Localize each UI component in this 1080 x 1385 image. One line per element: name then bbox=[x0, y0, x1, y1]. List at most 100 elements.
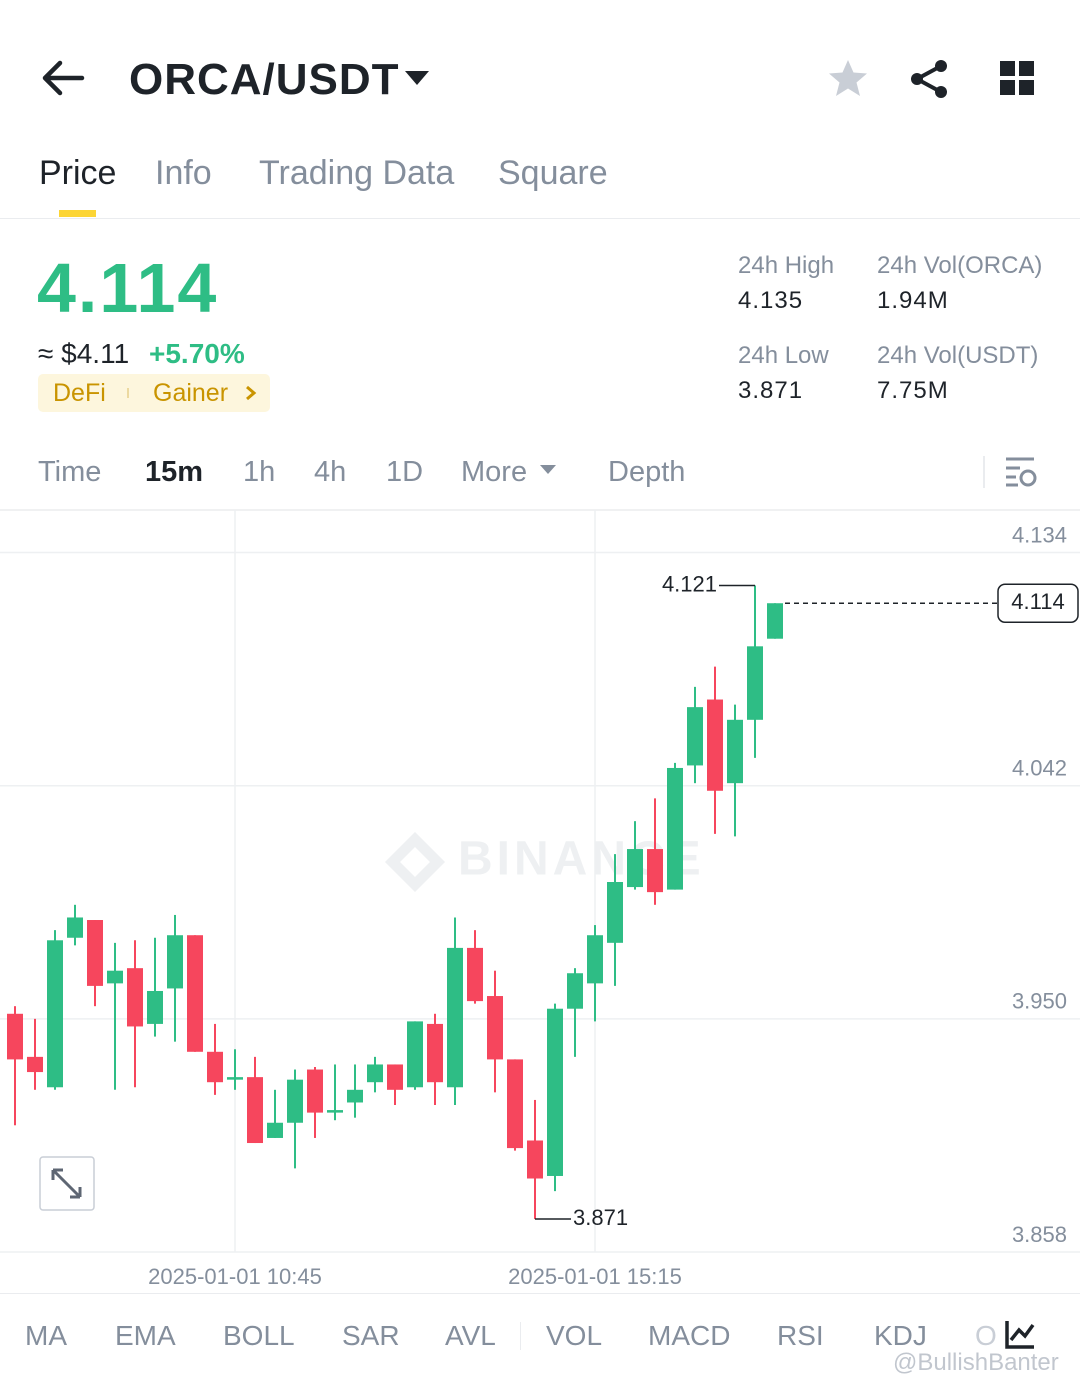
candle-body bbox=[587, 935, 603, 984]
separator bbox=[520, 1322, 521, 1350]
stat-label: 24h Vol(USDT) bbox=[877, 342, 1039, 369]
indicator[interactable]: O bbox=[975, 1320, 997, 1351]
indicator[interactable]: AVL bbox=[445, 1320, 496, 1351]
divider bbox=[0, 218, 1080, 219]
indicator[interactable]: SAR bbox=[342, 1320, 400, 1351]
indicator[interactable]: BOLL bbox=[223, 1320, 295, 1351]
divider bbox=[0, 509, 1080, 511]
indicator[interactable]: EMA bbox=[115, 1320, 176, 1351]
price-change: +5.70% bbox=[149, 338, 245, 369]
interval[interactable]: More bbox=[461, 456, 528, 488]
candle-body bbox=[427, 1023, 443, 1083]
indicator[interactable]: RSI bbox=[777, 1320, 824, 1351]
stat-value: 3.871 bbox=[738, 377, 804, 404]
candle-body bbox=[507, 1059, 523, 1149]
back-button[interactable] bbox=[40, 58, 86, 98]
candle-body bbox=[647, 849, 663, 893]
candle-body bbox=[447, 947, 463, 1088]
current-price-box bbox=[997, 583, 1079, 623]
chart-watermark-logo bbox=[385, 832, 445, 892]
current-price-label: 4.114 bbox=[1011, 589, 1064, 614]
candle-body bbox=[527, 1140, 543, 1179]
candle-body bbox=[47, 940, 63, 1088]
candle-body bbox=[27, 1056, 43, 1073]
watermark: @BullishBanter bbox=[893, 1349, 1059, 1376]
candle-body bbox=[747, 646, 763, 720]
layout-icon[interactable] bbox=[1000, 61, 1036, 97]
candle-body bbox=[687, 707, 703, 766]
candle-body bbox=[267, 1122, 283, 1138]
candle-body bbox=[227, 1077, 243, 1080]
candle-body bbox=[667, 767, 683, 890]
candle-body bbox=[407, 1021, 423, 1088]
y-tick-label: 3.950 bbox=[1012, 989, 1067, 1014]
interval[interactable]: Depth bbox=[608, 456, 686, 488]
candle-body bbox=[767, 603, 783, 639]
tab[interactable]: Trading Data bbox=[259, 154, 455, 192]
candle-body bbox=[607, 882, 623, 943]
last-price: 4.114 bbox=[37, 249, 219, 327]
usd-price: ≈ $4.11 bbox=[38, 338, 130, 369]
candle-body bbox=[127, 968, 143, 1027]
candle-body bbox=[287, 1079, 303, 1123]
interval[interactable]: 1h bbox=[243, 456, 276, 488]
divider bbox=[0, 1293, 1080, 1294]
tab-indicator bbox=[59, 210, 96, 217]
favorite-icon[interactable] bbox=[827, 58, 869, 100]
y-tick-label: 3.858 bbox=[1012, 1222, 1067, 1247]
candle-body bbox=[307, 1069, 323, 1113]
y-tick-label: 4.134 bbox=[1012, 522, 1067, 547]
indicator[interactable]: KDJ bbox=[874, 1320, 927, 1351]
pair-dropdown[interactable] bbox=[403, 68, 431, 88]
candle-body bbox=[567, 973, 583, 1009]
indicator[interactable]: MACD bbox=[648, 1320, 731, 1351]
candle-body bbox=[367, 1064, 383, 1083]
candle-body bbox=[727, 719, 743, 784]
candle-body bbox=[467, 947, 483, 1002]
candle-body bbox=[7, 1013, 23, 1060]
tag[interactable]: Gainer bbox=[153, 379, 229, 407]
candle-body bbox=[547, 1008, 563, 1176]
x-tick-label: 2025-01-01 15:15 bbox=[508, 1264, 682, 1289]
tab[interactable]: Square bbox=[498, 154, 608, 192]
indicator[interactable]: VOL bbox=[546, 1320, 603, 1351]
stat-value: 1.94M bbox=[877, 287, 949, 314]
candle-body bbox=[247, 1077, 263, 1144]
candle-body bbox=[387, 1064, 403, 1090]
tag-separator bbox=[127, 388, 129, 398]
tab-active[interactable]: Price bbox=[39, 154, 117, 192]
interval[interactable]: 1D bbox=[386, 456, 424, 488]
candle-body bbox=[187, 935, 203, 1052]
chart-settings-icon[interactable] bbox=[1004, 456, 1038, 488]
pair-title[interactable]: ORCA/USDT bbox=[129, 55, 400, 104]
candle-body bbox=[147, 990, 163, 1024]
more-caret bbox=[540, 465, 556, 474]
candle-body bbox=[327, 1110, 343, 1113]
interval[interactable]: 4h bbox=[314, 456, 347, 488]
candle-body bbox=[487, 996, 503, 1060]
candle-body bbox=[347, 1089, 363, 1103]
stat-label: 24h Low bbox=[738, 342, 829, 369]
tab[interactable]: Info bbox=[155, 154, 212, 192]
interval-active[interactable]: 15m bbox=[145, 456, 204, 488]
indicator-settings-icon[interactable] bbox=[1004, 1318, 1036, 1350]
tag[interactable]: DeFi bbox=[53, 379, 106, 407]
interval[interactable]: Time bbox=[38, 456, 102, 488]
indicator[interactable]: MA bbox=[25, 1320, 67, 1351]
tag-chevron bbox=[246, 385, 257, 401]
candle-body bbox=[627, 849, 643, 888]
candle-body bbox=[207, 1051, 223, 1083]
x-tick-label: 2025-01-01 10:45 bbox=[148, 1264, 322, 1289]
candle-body bbox=[67, 917, 83, 938]
share-icon[interactable] bbox=[908, 58, 950, 100]
high-marker-label: 4.121 bbox=[662, 571, 717, 596]
stat-value: 7.75M bbox=[877, 377, 949, 404]
expand-icon bbox=[51, 1168, 82, 1199]
stat-label: 24h High bbox=[738, 252, 835, 279]
stat-value: 4.135 bbox=[738, 287, 804, 314]
low-marker-label: 3.871 bbox=[573, 1205, 628, 1230]
candle-body bbox=[707, 699, 723, 791]
tag-box[interactable] bbox=[38, 374, 270, 412]
